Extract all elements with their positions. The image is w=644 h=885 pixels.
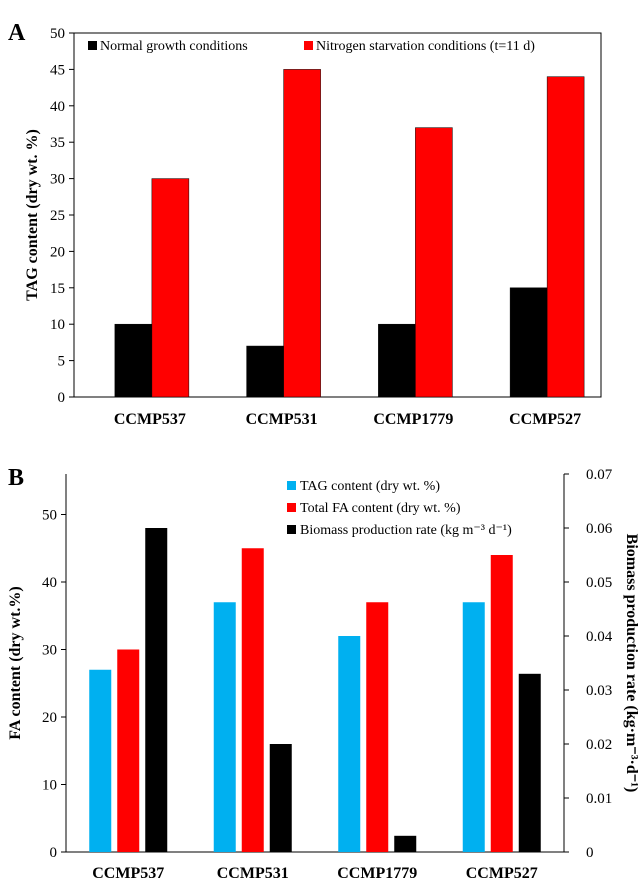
legend-swatch-biomass: [287, 525, 296, 534]
y-tick-label: 45: [50, 62, 65, 78]
y2-tick-label: 0.03: [586, 683, 612, 699]
bar-biomass-ccmp1779: [394, 835, 417, 852]
category-label: CCMP1779: [337, 865, 417, 882]
bar-normal-ccmp537: [114, 323, 153, 398]
y-tick-label: 30: [50, 172, 65, 188]
bar-nitrogen-ccmp527: [546, 76, 585, 398]
category-label: CCMP537: [92, 865, 164, 882]
bar-fa-ccmp1779: [366, 602, 389, 852]
panel-a-bars: [114, 69, 585, 398]
category-label: CCMP1779: [373, 411, 453, 428]
panel-b-right-y-axis-label: Biomass production rate (kg·m⁻³·d⁻¹): [623, 534, 640, 793]
y-tick-label: 50: [42, 508, 57, 524]
legend-label-normal: Normal growth conditions: [100, 39, 248, 54]
category-label: CCMP531: [217, 865, 289, 882]
panel-a-category-labels: CCMP537 CCMP531 CCMP1779 CCMP527: [114, 411, 581, 428]
bar-fa-ccmp531: [241, 548, 264, 852]
y-tick-label: 0: [50, 845, 58, 861]
bar-biomass-ccmp531: [269, 744, 292, 852]
y-tick-label: 0: [58, 390, 66, 406]
y2-tick-label: 0.06: [586, 521, 613, 537]
y2-tick-label: 0: [586, 845, 594, 861]
bar-normal-ccmp531: [246, 345, 284, 398]
legend-swatch-nitrogen: [304, 41, 313, 50]
legend-swatch-normal: [88, 41, 97, 50]
y-tick-label: 50: [50, 26, 65, 42]
bar-fa-ccmp537: [117, 649, 140, 852]
bar-tag-ccmp531: [213, 602, 236, 852]
y2-tick-label: 0.04: [586, 629, 613, 645]
bar-nitrogen-ccmp537: [151, 178, 190, 398]
bar-tag-ccmp537: [89, 669, 112, 852]
y2-tick-label: 0.02: [586, 737, 612, 753]
panel-a-y-ticks: 0 5 10 15 20 25 30 35 40 45 50: [50, 26, 74, 406]
bar-normal-ccmp527: [509, 287, 548, 398]
legend-swatch-tag: [287, 481, 296, 490]
bar-biomass-ccmp537: [145, 528, 168, 852]
y2-tick-label: 0.07: [586, 467, 613, 483]
y-tick-label: 20: [42, 710, 57, 726]
legend-swatch-fa: [287, 503, 296, 512]
bar-tag-ccmp527: [462, 602, 485, 852]
y-tick-label: 15: [50, 281, 65, 297]
panel-b-y-axis-label: FA content (dry wt.%): [7, 586, 24, 739]
panel-a-letter: A: [8, 20, 26, 46]
category-label: CCMP531: [246, 411, 318, 428]
panel-a-y-axis-label: TAG content (dry wt. %): [24, 129, 41, 301]
y-tick-label: 25: [50, 208, 65, 224]
bar-normal-ccmp1779: [378, 323, 416, 398]
legend-label-tag: TAG content (dry wt. %): [300, 479, 440, 494]
category-label: CCMP527: [509, 411, 581, 428]
panel-b-right-y-ticks: 0 0.01 0.02 0.03 0.04 0.05 0.06 0.07: [564, 467, 613, 861]
bar-fa-ccmp527: [490, 555, 513, 852]
panel-b-letter: B: [8, 465, 24, 491]
panel-a-legend: Normal growth conditions Nitrogen starvat…: [88, 39, 535, 54]
panel-b-category-labels: CCMP537 CCMP531 CCMP1779 CCMP527: [92, 865, 537, 882]
y2-tick-label: 0.01: [586, 791, 612, 807]
y-tick-label: 20: [50, 244, 65, 260]
category-label: CCMP537: [114, 411, 186, 428]
panel-b-legend: TAG content (dry wt. %) Total FA content …: [287, 479, 512, 538]
bar-nitrogen-ccmp1779: [415, 127, 453, 398]
legend-label-nitrogen: Nitrogen starvation conditions (t=11 d): [316, 39, 535, 54]
bar-tag-ccmp1779: [338, 636, 361, 852]
y-tick-label: 10: [42, 778, 57, 794]
y-tick-label: 40: [50, 99, 65, 115]
y-tick-label: 35: [50, 135, 65, 151]
panel-b-left-y-ticks: 0 10 20 30 40 50: [42, 508, 66, 861]
panel-b-bars: [89, 528, 541, 852]
legend-label-biomass: Biomass production rate (kg m⁻³ d⁻¹): [300, 523, 512, 538]
y-tick-label: 10: [50, 317, 65, 333]
y-tick-label: 5: [58, 354, 66, 370]
y-tick-label: 30: [42, 643, 57, 659]
bar-biomass-ccmp527: [518, 673, 541, 852]
legend-label-fa: Total FA content (dry wt. %): [300, 501, 461, 516]
y2-tick-label: 0.05: [586, 575, 612, 591]
bar-nitrogen-ccmp531: [283, 69, 321, 398]
y-tick-label: 40: [42, 575, 57, 591]
category-label: CCMP527: [466, 865, 538, 882]
